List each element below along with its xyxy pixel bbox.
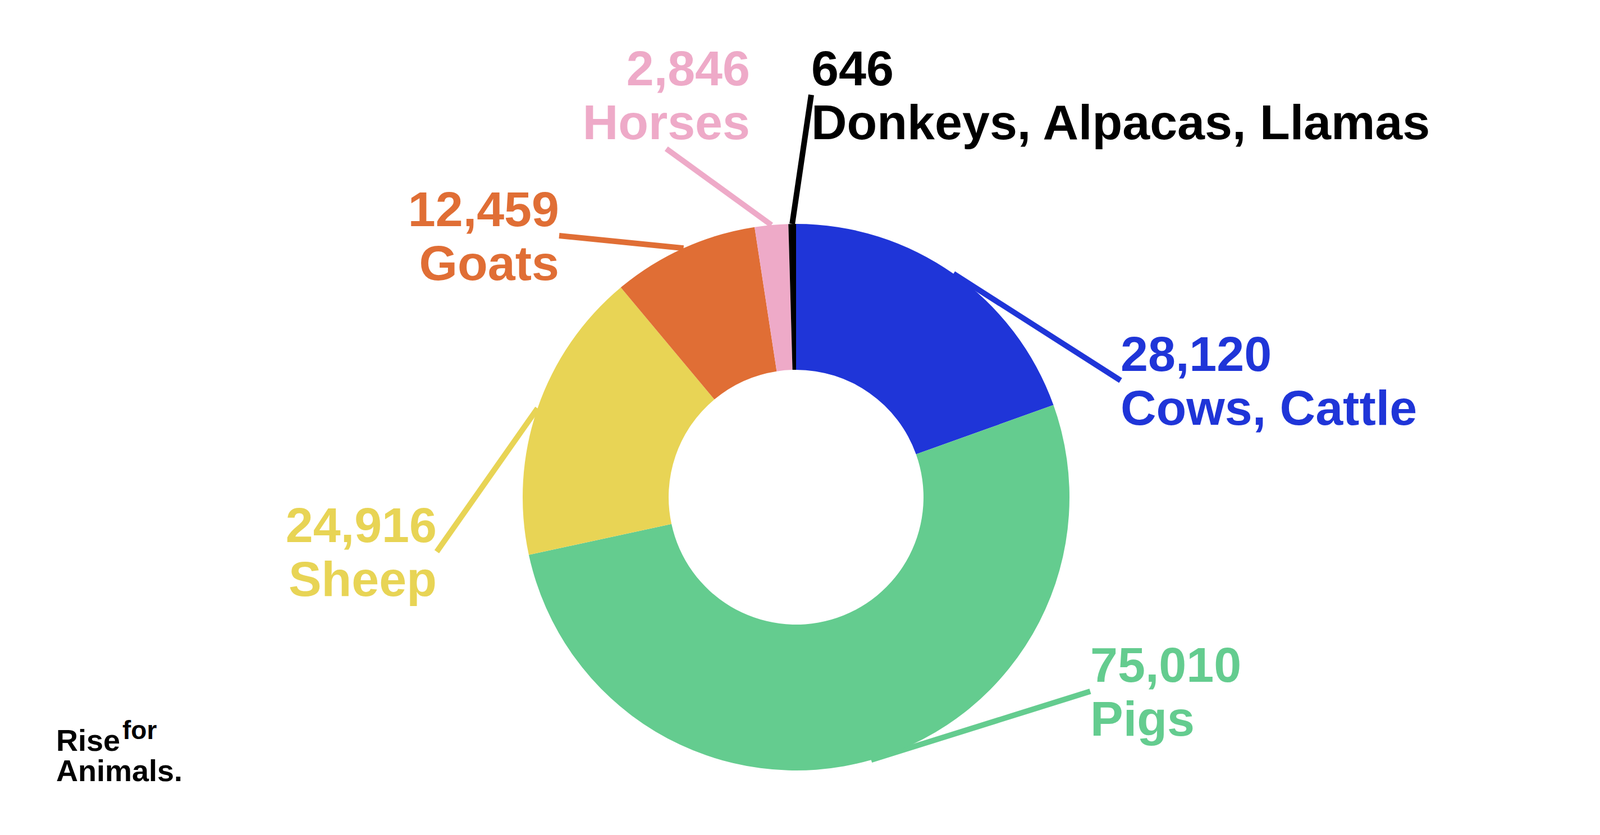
svg-text:Goats: Goats xyxy=(419,235,560,291)
svg-text:24,916: 24,916 xyxy=(285,497,437,553)
svg-text:Cows, Cattle: Cows, Cattle xyxy=(1120,380,1417,436)
svg-text:for: for xyxy=(122,715,157,745)
svg-text:Animals.: Animals. xyxy=(56,753,183,788)
svg-text:12,459: 12,459 xyxy=(408,181,560,237)
svg-text:Donkeys, Alpacas, Llamas: Donkeys, Alpacas, Llamas xyxy=(811,94,1430,150)
svg-text:Horses: Horses xyxy=(582,94,751,150)
svg-text:646: 646 xyxy=(811,40,894,96)
svg-text:2,846: 2,846 xyxy=(626,40,751,96)
svg-text:75,010: 75,010 xyxy=(1090,637,1242,693)
svg-text:Rise: Rise xyxy=(56,723,121,758)
svg-text:28,120: 28,120 xyxy=(1120,326,1272,382)
svg-text:Pigs: Pigs xyxy=(1090,691,1195,747)
svg-text:Sheep: Sheep xyxy=(288,551,437,607)
